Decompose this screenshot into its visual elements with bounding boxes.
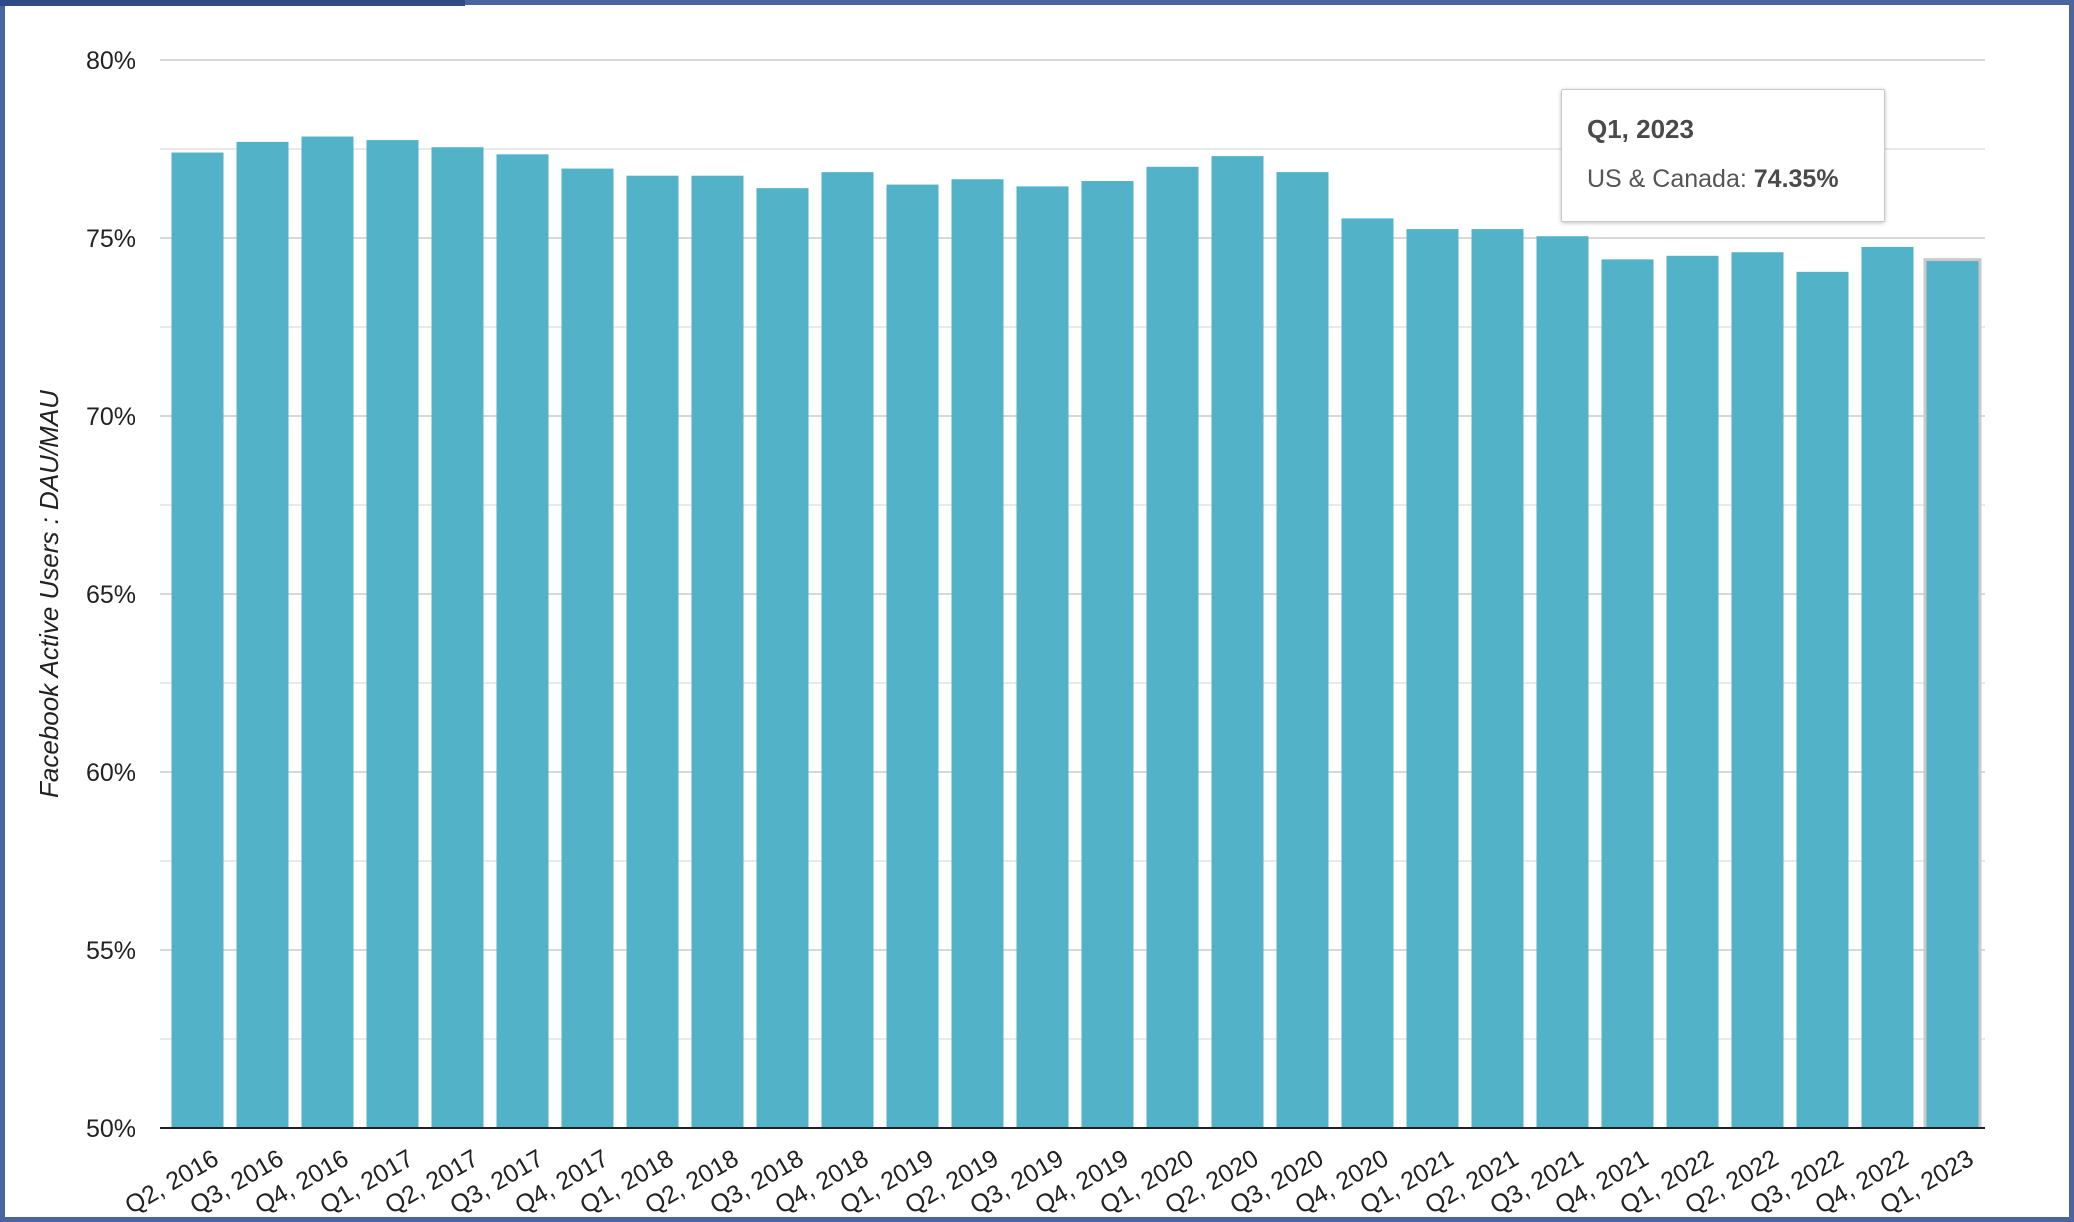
y-axis-ticks: 50% 55% 60% 65% 70% 75% 80%	[86, 47, 136, 1143]
bar[interactable]	[1796, 271, 1849, 1128]
bars	[171, 136, 1982, 1129]
bar[interactable]	[1276, 172, 1329, 1128]
top-accent-bar	[0, 0, 465, 6]
bar[interactable]	[1471, 229, 1524, 1129]
bar[interactable]	[301, 136, 354, 1129]
bar[interactable]	[1731, 252, 1784, 1129]
tooltip: Q1, 2023 US & Canada: 74.35%	[1561, 89, 1885, 222]
bar[interactable]	[951, 179, 1004, 1128]
bar[interactable]	[756, 188, 809, 1128]
bar[interactable]	[1536, 236, 1589, 1129]
y-tick-label: 75%	[86, 225, 136, 253]
y-tick-label: 80%	[86, 47, 136, 75]
bar[interactable]	[626, 175, 679, 1128]
bar[interactable]	[691, 175, 744, 1128]
bar[interactable]	[1601, 259, 1654, 1128]
bar[interactable]	[1341, 218, 1394, 1129]
tooltip-row: US & Canada: 74.35%	[1587, 165, 1884, 194]
bar[interactable]	[821, 172, 874, 1128]
bar[interactable]	[1016, 186, 1069, 1128]
bar[interactable]	[1666, 255, 1719, 1129]
bar[interactable]	[431, 147, 484, 1129]
y-tick-label: 70%	[86, 403, 136, 431]
bar[interactable]	[236, 141, 289, 1128]
y-tick-label: 50%	[86, 1115, 136, 1143]
bar[interactable]	[1926, 261, 1979, 1128]
bar[interactable]	[1861, 246, 1914, 1128]
bar[interactable]	[1406, 229, 1459, 1129]
tooltip-series-label: US & Canada:	[1587, 165, 1754, 193]
y-tick-label: 65%	[86, 581, 136, 609]
bar[interactable]	[886, 184, 939, 1129]
bar[interactable]	[496, 154, 549, 1129]
tooltip-value: 74.35%	[1753, 165, 1839, 193]
y-tick-label: 55%	[86, 937, 136, 965]
bar[interactable]	[1146, 166, 1199, 1129]
y-axis-title: Facebook Active Users : DAU/MAU	[34, 390, 64, 798]
y-tick-label: 60%	[86, 759, 136, 787]
bar[interactable]	[366, 140, 419, 1129]
bar[interactable]	[561, 168, 614, 1128]
tooltip-title: Q1, 2023	[1587, 114, 1694, 144]
bar[interactable]	[1211, 156, 1264, 1128]
bar[interactable]	[171, 152, 224, 1128]
bar[interactable]	[1081, 181, 1134, 1129]
